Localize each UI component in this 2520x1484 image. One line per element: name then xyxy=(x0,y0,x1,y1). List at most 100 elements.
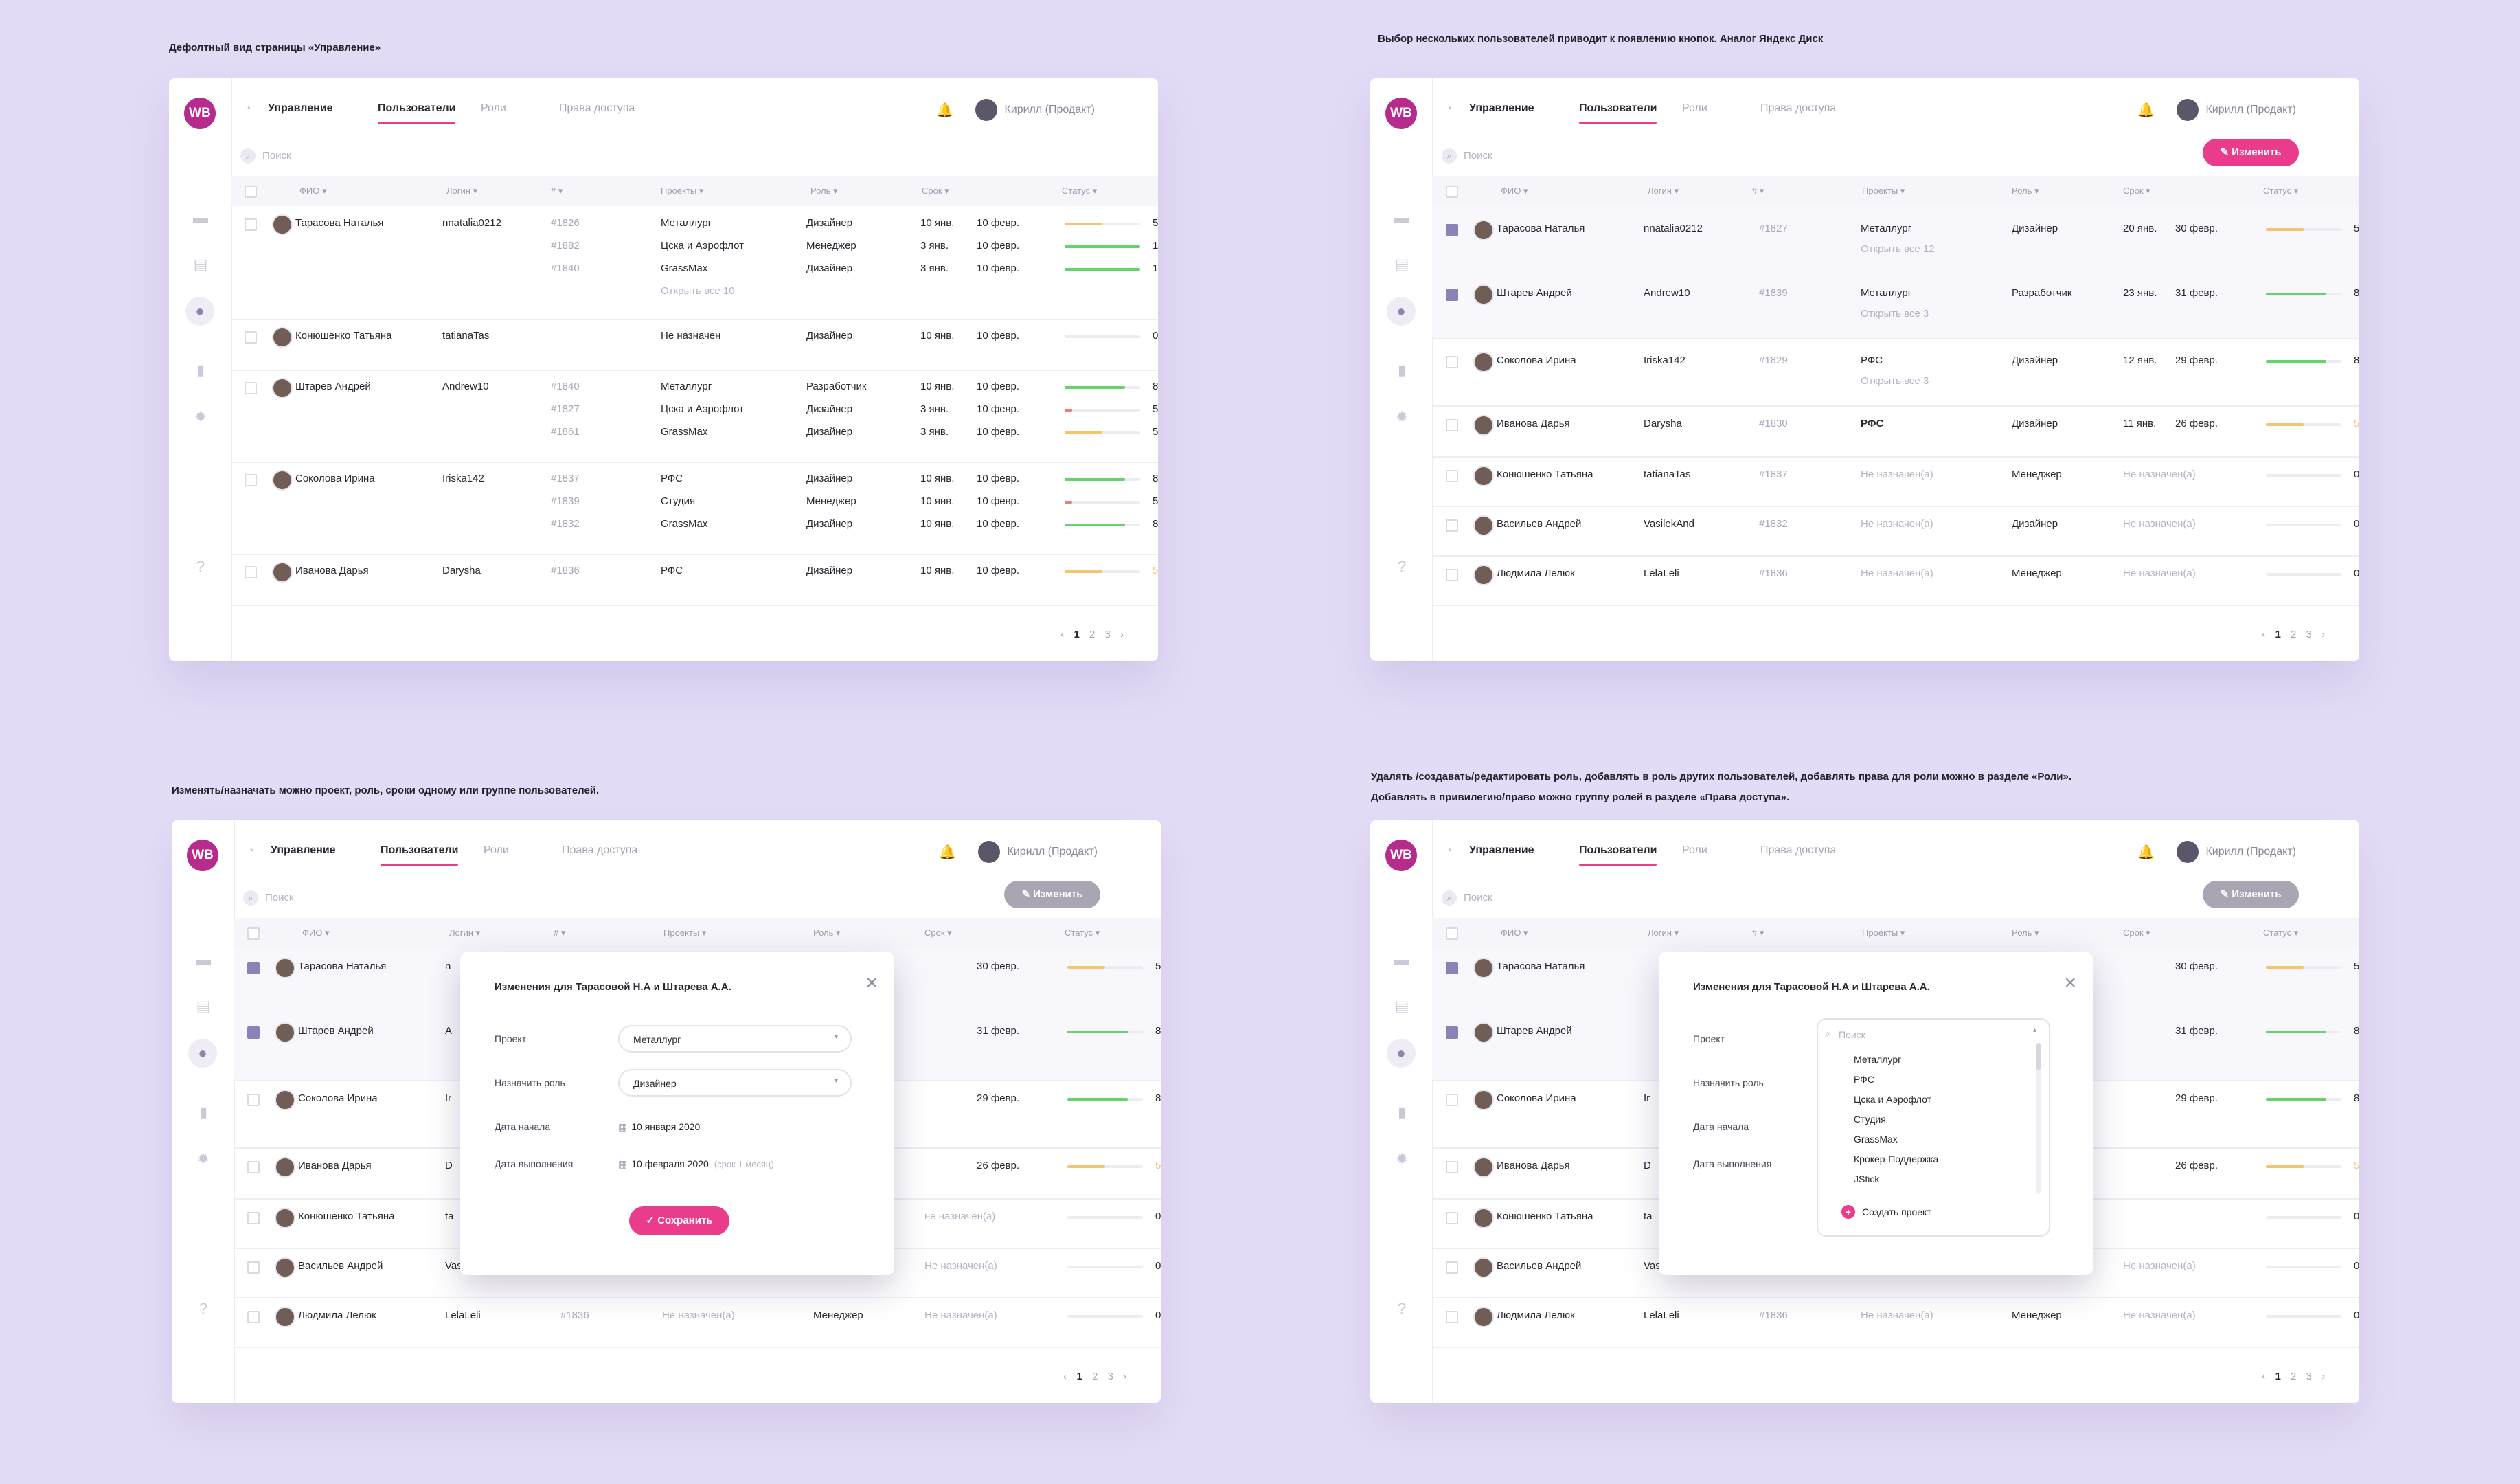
avatar[interactable] xyxy=(2177,99,2199,121)
row-checkbox[interactable] xyxy=(247,1311,260,1323)
page-1[interactable]: 1 xyxy=(1074,629,1080,640)
column-role[interactable]: Роль ▾ xyxy=(813,928,841,938)
table-row[interactable]: Людмила Лелюк LelaLeli #1836 Не назначен(а)… xyxy=(1432,1297,2359,1348)
open-all-link[interactable]: Открыть все 3 xyxy=(1861,375,1929,387)
column-term[interactable]: Срок ▾ xyxy=(924,928,952,938)
close-icon[interactable]: × xyxy=(2064,971,2076,994)
row-checkbox[interactable] xyxy=(1446,224,1458,236)
dropdown-scrollbar[interactable] xyxy=(2036,1043,2041,1194)
row-checkbox[interactable] xyxy=(1446,356,1458,368)
row-checkbox[interactable] xyxy=(1446,1161,1458,1173)
tab-access[interactable]: Права доступа xyxy=(1760,844,1837,856)
save-button[interactable]: ✓ Сохранить xyxy=(629,1206,729,1235)
row-checkbox[interactable] xyxy=(245,474,257,486)
column-name[interactable]: ФИО ▾ xyxy=(1501,928,1528,938)
tab-access[interactable]: Права доступа xyxy=(1760,102,1837,114)
column-projects[interactable]: Проекты ▾ xyxy=(1862,186,1905,196)
avatar[interactable] xyxy=(975,99,997,121)
project-name[interactable]: РФС xyxy=(661,565,683,576)
page-3[interactable]: 3 xyxy=(1104,629,1111,640)
select-all-checkbox[interactable] xyxy=(245,186,257,198)
tab-roles[interactable]: Роли xyxy=(484,844,509,856)
row-checkbox[interactable] xyxy=(247,962,260,974)
tab-access[interactable]: Права доступа xyxy=(562,844,638,856)
project-name[interactable]: Не назначен xyxy=(661,330,721,341)
row-checkbox[interactable] xyxy=(1446,470,1458,482)
project-name[interactable]: Металлург xyxy=(1861,287,1912,299)
chart-icon[interactable]: ▮ xyxy=(1397,1103,1407,1121)
page-3[interactable]: 3 xyxy=(2306,629,2312,640)
search-bar[interactable]: ⌕ Поиск xyxy=(1442,146,1854,166)
search-input[interactable]: Поиск xyxy=(1464,150,1492,161)
chart-icon[interactable]: ▮ xyxy=(1397,361,1407,379)
chart-icon[interactable]: ▮ xyxy=(198,1103,208,1121)
column-id[interactable]: # ▾ xyxy=(551,186,563,196)
end-date-field[interactable]: ▦ 10 февраля 2020 (срок 1 месяц) xyxy=(618,1158,774,1170)
project-name[interactable]: РФС xyxy=(1861,418,1884,429)
project-name[interactable]: Металлург xyxy=(1861,223,1912,234)
start-date-field[interactable]: ▦ 10 января 2020 xyxy=(618,1121,700,1133)
page-3[interactable]: 3 xyxy=(1107,1371,1113,1382)
page-3[interactable]: 3 xyxy=(2306,1371,2312,1382)
row-checkbox[interactable] xyxy=(247,1161,260,1173)
column-projects[interactable]: Проекты ▾ xyxy=(663,928,706,938)
project-dropdown[interactable]: ⌕ Поиск ▴ Металлург РФС Цска и Аэрофлот Студия… xyxy=(1817,1018,2050,1237)
project-name[interactable]: Цска и Аэрофлот xyxy=(661,403,745,415)
row-checkbox[interactable] xyxy=(1446,1261,1458,1274)
column-id[interactable]: # ▾ xyxy=(554,928,565,938)
users-icon[interactable]: ● xyxy=(1387,1039,1416,1068)
table-row[interactable]: Тарасова Наталья nnatalia0212 #1826 Металлу… xyxy=(231,206,1158,320)
help-icon[interactable]: ? xyxy=(198,1300,208,1317)
row-checkbox[interactable] xyxy=(1446,1212,1458,1224)
column-id[interactable]: # ▾ xyxy=(1752,928,1764,938)
column-login[interactable]: Логин ▾ xyxy=(449,928,480,938)
column-role[interactable]: Роль ▾ xyxy=(2012,186,2039,196)
row-checkbox[interactable] xyxy=(1446,419,1458,431)
column-status[interactable]: Статус ▾ xyxy=(2263,186,2298,196)
row-checkbox[interactable] xyxy=(1446,569,1458,581)
row-checkbox[interactable] xyxy=(247,1026,260,1039)
page-2[interactable]: 2 xyxy=(1089,629,1096,640)
bell-icon[interactable]: 🔔 xyxy=(2137,845,2155,860)
column-login[interactable]: Логин ▾ xyxy=(1648,186,1679,196)
project-name[interactable]: РФС xyxy=(1861,355,1883,366)
search-input[interactable]: Поиск xyxy=(262,150,291,161)
row-checkbox[interactable] xyxy=(247,1094,260,1106)
open-all-link[interactable]: Открыть все 12 xyxy=(1861,243,1935,255)
dropdown-option[interactable]: GrassMax xyxy=(1854,1134,1898,1145)
project-name[interactable]: Не назначен(а) xyxy=(1861,518,1933,530)
row-checkbox[interactable] xyxy=(1446,1026,1458,1039)
row-checkbox[interactable] xyxy=(245,382,257,394)
username[interactable]: Кирилл (Продакт) xyxy=(1007,846,1098,857)
column-name[interactable]: ФИО ▾ xyxy=(302,928,329,938)
table-row[interactable]: Соколова Ирина Iriska142 #1837 РФС Дизайнер 1… xyxy=(231,462,1158,555)
page-1[interactable]: 1 xyxy=(2275,1371,2281,1382)
search-input[interactable]: Поиск xyxy=(265,892,294,903)
open-all-link[interactable]: Открыть все 3 xyxy=(1861,308,1929,319)
project-name[interactable]: Металлург xyxy=(661,381,712,392)
column-id[interactable]: # ▾ xyxy=(1752,186,1764,196)
avatar[interactable] xyxy=(978,841,1000,863)
table-row[interactable]: Конюшенко Татьяна tatianaTas #1837 Не назна… xyxy=(1432,456,2359,507)
folder-icon[interactable]: ▬ xyxy=(193,209,208,226)
folder-icon[interactable]: ▬ xyxy=(1394,209,1409,226)
users-icon[interactable]: ● xyxy=(185,297,214,326)
column-status[interactable]: Статус ▾ xyxy=(1065,928,1100,938)
table-row[interactable]: Иванова Дарья Darysha #1836 РФС Дизайнер 10 я… xyxy=(231,554,1158,606)
dropdown-option[interactable]: JStick xyxy=(1854,1173,1880,1184)
gear-icon[interactable]: ✹ xyxy=(1395,1150,1409,1167)
table-row[interactable]: Конюшенко Татьяна tatianaTas Не назначен Ди… xyxy=(231,319,1158,371)
project-name[interactable]: Студия xyxy=(661,495,696,507)
column-projects[interactable]: Проекты ▾ xyxy=(661,186,703,196)
project-name[interactable]: Не назначен(а) xyxy=(662,1309,735,1321)
row-checkbox[interactable] xyxy=(247,1212,260,1224)
column-term[interactable]: Срок ▾ xyxy=(2123,928,2150,938)
username[interactable]: Кирилл (Продакт) xyxy=(2205,846,2296,857)
table-row[interactable]: Людмила Лелюк LelaLeli #1836 Не назначен(а)… xyxy=(234,1297,1161,1348)
folder-icon[interactable]: ▬ xyxy=(1394,951,1409,968)
folder-icon[interactable]: ▬ xyxy=(196,951,211,968)
tab-roles[interactable]: Роли xyxy=(1682,102,1707,114)
row-checkbox[interactable] xyxy=(1446,1311,1458,1323)
project-name[interactable]: GrassMax xyxy=(661,262,708,274)
document-icon[interactable]: ▤ xyxy=(193,256,208,273)
